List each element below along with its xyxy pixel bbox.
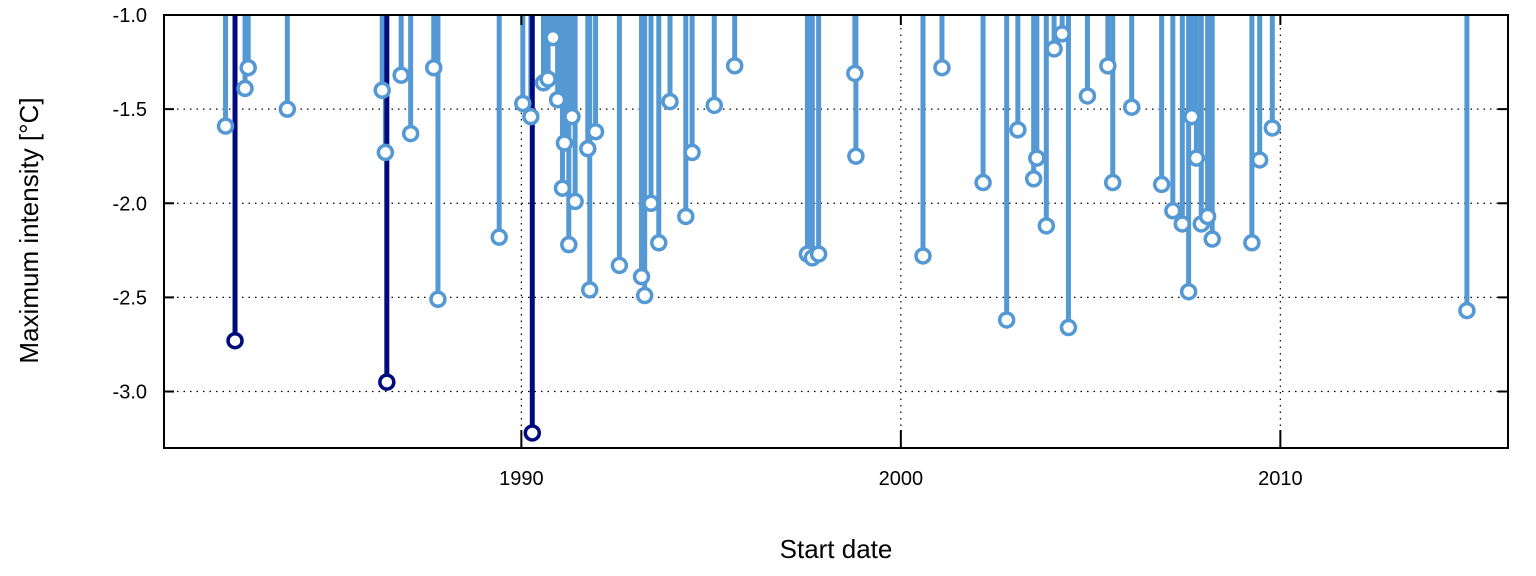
y-tick-label: -1.0 (113, 5, 147, 27)
data-point (677, 207, 695, 226)
data-point (278, 100, 297, 118)
data-point (514, 94, 532, 113)
data-point (933, 58, 951, 77)
x-axis-title: Start date (780, 534, 893, 564)
data-point (523, 424, 542, 442)
data-point (560, 235, 578, 254)
data-point (563, 107, 581, 126)
data-point (580, 281, 599, 299)
x-tick-label: 2000 (879, 468, 924, 490)
y-tick-label: -2.0 (113, 193, 147, 215)
data-point (392, 66, 410, 84)
data-point (997, 311, 1016, 329)
data-point (239, 58, 257, 77)
data-point (1164, 202, 1182, 220)
data-point (378, 373, 396, 391)
data-point (1263, 119, 1282, 137)
data-point (642, 194, 660, 213)
data-point (1028, 149, 1046, 167)
data-point (216, 117, 235, 135)
data-point (1179, 282, 1198, 301)
data-point (548, 90, 567, 109)
x-tick-label: 2010 (1258, 468, 1303, 490)
data-point (424, 58, 443, 77)
data-point (1099, 57, 1117, 75)
data-point (1024, 170, 1043, 188)
points-layer (216, 25, 1476, 442)
data-point (610, 256, 629, 275)
data-point (1078, 87, 1097, 105)
data-point (632, 267, 651, 286)
data-point (1250, 151, 1269, 169)
data-point (1152, 175, 1171, 194)
data-point (226, 331, 244, 350)
data-point (1243, 234, 1261, 252)
data-point (1187, 149, 1206, 167)
grid-layer (164, 14, 1508, 448)
data-point (1045, 40, 1063, 58)
data-point (1059, 318, 1078, 337)
y-axis-title: Maximum intensity [°C] (14, 97, 44, 363)
data-point (974, 173, 992, 192)
x-tick-label: 1990 (499, 468, 544, 490)
data-point (1198, 207, 1217, 226)
data-point (544, 28, 562, 47)
data-point (1009, 121, 1027, 139)
ticks-layer: -1.0 -1.5 -2.0 -2.5 -3.0 1990 2000 2010 (113, 5, 1508, 490)
data-point (236, 79, 254, 98)
data-point (650, 234, 668, 252)
data-point (429, 290, 447, 309)
data-point (1458, 301, 1476, 320)
data-point (539, 70, 557, 88)
y-tick-label: -2.5 (113, 287, 147, 309)
data-point (579, 139, 597, 158)
data-point (725, 57, 744, 75)
data-point (1183, 107, 1201, 126)
y-tick-label: -3.0 (113, 382, 147, 404)
data-point (376, 143, 395, 162)
data-point (846, 64, 864, 83)
data-point (705, 96, 724, 115)
data-point (490, 228, 508, 246)
data-point (1037, 217, 1056, 235)
data-point (1103, 173, 1122, 192)
data-point (847, 147, 865, 165)
y-tick-label: -1.5 (113, 99, 147, 121)
data-point (683, 143, 701, 162)
data-point (566, 192, 584, 211)
data-point (914, 247, 932, 265)
data-point (1122, 98, 1141, 116)
data-point (661, 92, 679, 111)
data-point (553, 179, 572, 197)
data-point (373, 81, 391, 100)
data-point (809, 245, 828, 263)
data-point (635, 286, 654, 305)
plot-frame (163, 14, 1509, 449)
data-point (1203, 230, 1221, 248)
data-point (1053, 25, 1071, 43)
data-point (522, 107, 540, 126)
data-point (555, 134, 574, 152)
data-point (586, 122, 605, 141)
data-point (1173, 215, 1192, 233)
data-point (401, 124, 420, 143)
